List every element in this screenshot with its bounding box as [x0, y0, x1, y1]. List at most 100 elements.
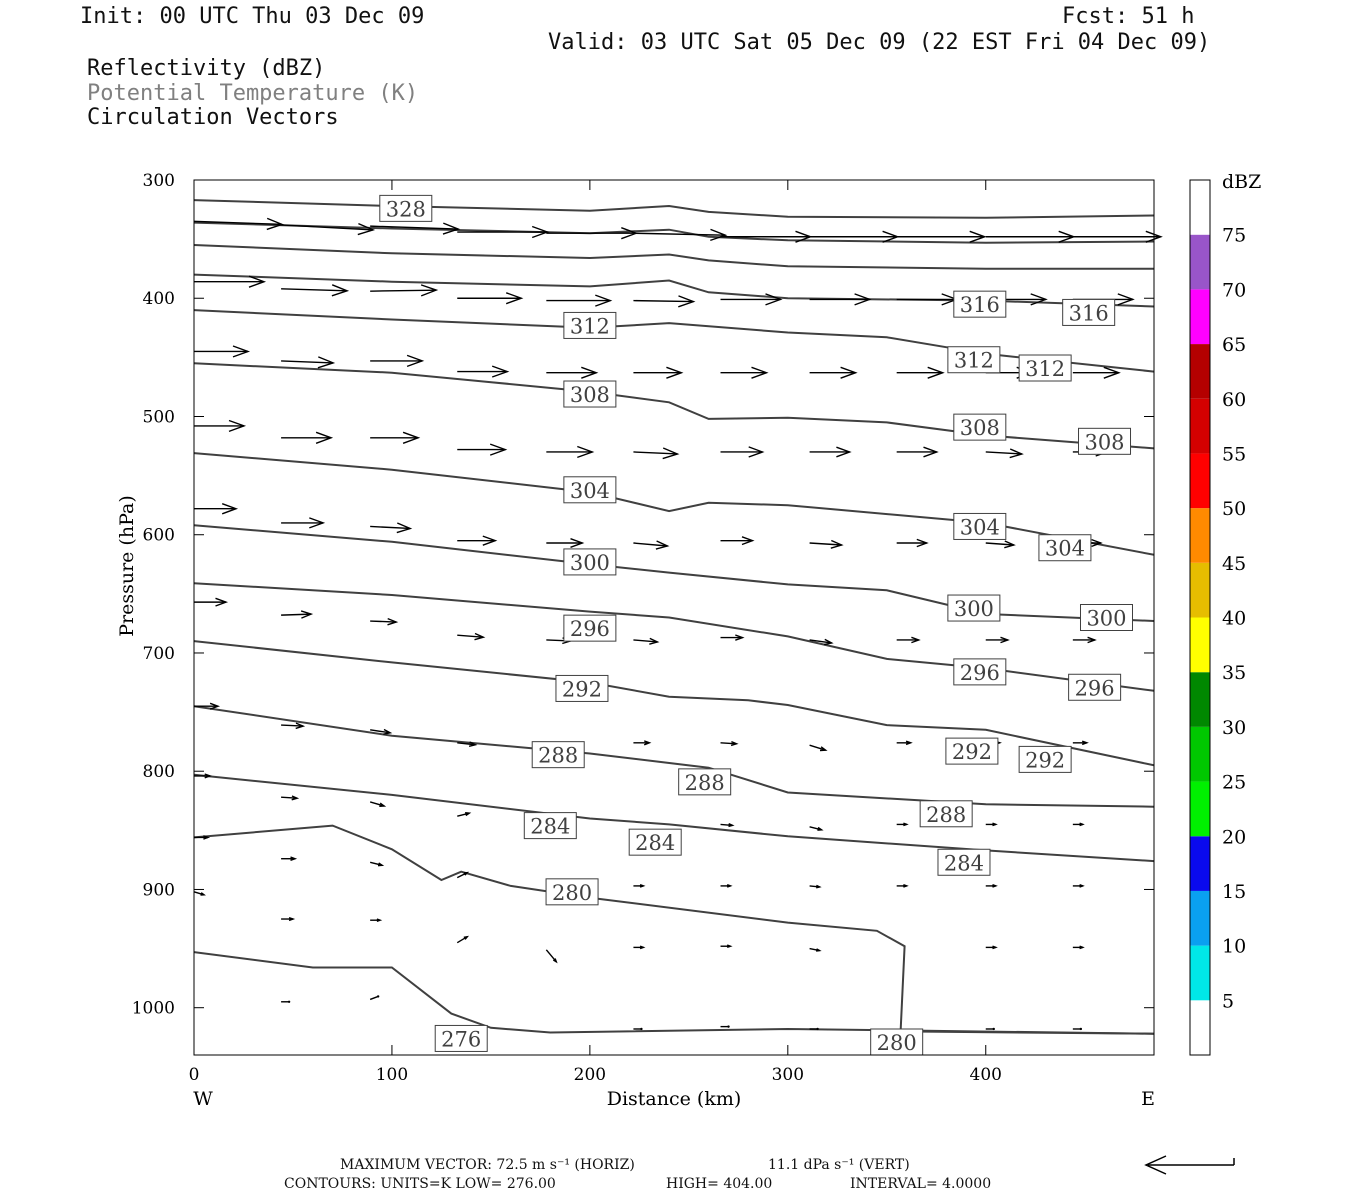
circulation-vector [281, 222, 376, 236]
vector-shaft [193, 220, 283, 226]
vector-shaft [633, 639, 658, 643]
circulation-vector [809, 826, 824, 831]
contour-label-300: 300 [947, 594, 1001, 622]
contour-label-box [947, 346, 1001, 374]
circulation-vector [457, 365, 510, 378]
colorbar-segment [1190, 508, 1210, 563]
colorbar-segment [1190, 562, 1210, 618]
vector-shaft [281, 288, 348, 292]
contour-label-288: 288 [531, 741, 585, 769]
contour-label-296: 296 [1068, 673, 1122, 701]
contour-label-text: 280 [552, 881, 592, 905]
isentrope-280 [194, 824, 1154, 1035]
circulation-vector [457, 741, 478, 747]
y-tick-label: 600 [143, 526, 175, 546]
vector-head [816, 948, 822, 952]
vector-head [903, 822, 909, 827]
vector-head [1079, 1027, 1083, 1031]
circulation-vector [457, 225, 550, 239]
colorbar-tick-label: 5 [1222, 990, 1234, 1012]
contour-label-308: 308 [953, 413, 1007, 441]
circulation-vector [1072, 884, 1085, 888]
circulation-vector [896, 293, 959, 306]
vector-head [465, 812, 472, 817]
reference-vector-head [1144, 1155, 1167, 1175]
colorbar-segment [1190, 781, 1210, 837]
vector-head [1145, 230, 1163, 243]
vector-head [1000, 636, 1010, 644]
vector-head [923, 446, 939, 458]
contour-label-box [555, 674, 609, 702]
contour-label-280: 280 [545, 878, 599, 906]
vector-head [823, 638, 834, 646]
contour-label-box [628, 828, 682, 856]
vector-head [290, 856, 298, 862]
x-tick-label: 400 [970, 1065, 1002, 1085]
contour-label-296: 296 [563, 614, 617, 642]
vector-shaft [720, 742, 737, 745]
vector-shaft [370, 225, 459, 230]
isentrope-276 [194, 951, 1154, 1035]
colorbar-tick-label: 60 [1222, 389, 1246, 411]
contour-label-box [953, 290, 1007, 318]
circulation-vector [633, 637, 660, 645]
vector-head [581, 366, 599, 379]
contour-label-text: 280 [877, 1031, 917, 1055]
circulation-vector [896, 884, 909, 888]
contour-label-304: 304 [953, 512, 1007, 540]
isentrope-288 [194, 705, 1154, 808]
vector-head [643, 740, 652, 746]
circulation-vector [281, 1000, 291, 1003]
vector-head [203, 835, 211, 840]
circulation-vector [369, 861, 385, 867]
colorbar-tick-label: 75 [1222, 225, 1246, 247]
y-axis-label: Pressure (hPa) [116, 495, 138, 637]
circulation-vector [457, 443, 508, 456]
vector-head [376, 995, 380, 998]
colorbar-tick-label: 55 [1222, 443, 1246, 465]
y-tick-label: 1000 [132, 999, 175, 1019]
circulation-vector [456, 871, 470, 879]
contour-label-box [945, 737, 999, 765]
circulation-vector [457, 812, 472, 817]
vector-shaft [985, 542, 1014, 546]
vector-head [491, 365, 510, 378]
vector-head [1009, 448, 1024, 459]
circulation-vector [193, 891, 206, 896]
isentrope-layer [194, 199, 1154, 1035]
contour-interval: INTERVAL= 4.0000 [850, 1176, 992, 1192]
x-east-label: E [1141, 1088, 1155, 1110]
colorbar-tick-label: 10 [1222, 936, 1246, 958]
circulation-vector [194, 597, 229, 607]
vector-head [639, 884, 646, 888]
vector-head [655, 540, 670, 550]
colorbar-tick-label: 30 [1222, 717, 1246, 739]
vector-head [442, 222, 461, 235]
x-west-label: W [193, 1088, 213, 1110]
colorbar-tick-label: 35 [1222, 662, 1246, 684]
contour-label-box [1018, 354, 1072, 382]
circulation-vector [809, 293, 872, 306]
vector-head [505, 292, 524, 305]
circulation-vector [720, 944, 733, 949]
circulation-vector [1072, 366, 1121, 379]
circulation-vector [1072, 636, 1097, 644]
vector-shaft [985, 451, 1022, 455]
isentrope-300 [194, 524, 1154, 622]
vector-head [315, 431, 334, 444]
contour-label-box [1038, 534, 1092, 562]
max-vector-vert: 11.1 dPa s⁻¹ (VERT) [768, 1157, 910, 1173]
vector-shaft [633, 232, 726, 236]
colorbar-tick-label: 25 [1222, 772, 1246, 794]
contour-label-layer: 328 316 316 312 312 312 308 308 308 304 304 304 300 3… [379, 194, 1133, 1056]
vector-head [1091, 538, 1103, 548]
circulation-vector [194, 702, 221, 710]
contour-label-text: 288 [685, 771, 725, 795]
circulation-vector [281, 856, 298, 862]
circulation-vector [633, 540, 670, 550]
vector-shaft [457, 634, 484, 638]
contour-label-308: 308 [1078, 427, 1132, 455]
init-time: Init: 00 UTC Thu 03 Dec 09 [80, 4, 425, 29]
circulation-vector [720, 1025, 730, 1028]
vector-shaft [369, 861, 383, 866]
